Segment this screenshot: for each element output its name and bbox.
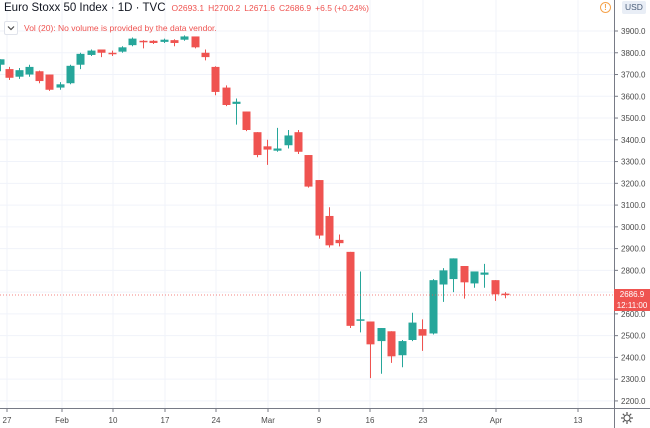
candle-down[interactable] (170, 40, 179, 43)
y-axis-label: 3800.0 (621, 49, 646, 58)
candle-down[interactable] (325, 215, 334, 246)
y-axis-label: 2400.0 (621, 353, 646, 362)
candle-down[interactable] (263, 146, 272, 150)
y-axis-label: 3400.0 (621, 136, 646, 145)
last-price-label: 2686.9 (614, 288, 650, 300)
x-axis-label: 24 (212, 416, 221, 425)
y-axis-label: 2300.0 (621, 375, 646, 384)
x-axis-label: Feb (55, 416, 69, 425)
candle-up[interactable] (118, 47, 127, 52)
x-axis-label: 13 (574, 416, 583, 425)
candle-up[interactable] (15, 70, 24, 77)
candle-down[interactable] (139, 40, 148, 43)
y-axis-label: 3500.0 (621, 114, 646, 123)
candle-up[interactable] (160, 39, 169, 42)
candle-down[interactable] (253, 132, 262, 156)
candle-up[interactable] (180, 36, 189, 40)
candle-down[interactable] (418, 329, 427, 336)
candle-down[interactable] (191, 36, 200, 48)
high-value: H2700.2 (208, 3, 241, 13)
candle-down[interactable] (242, 111, 251, 131)
candle-up[interactable] (284, 135, 293, 146)
y-axis-label: 3900.0 (621, 27, 646, 36)
candle-down[interactable] (304, 155, 313, 187)
open-value: O2693.1 (171, 3, 205, 13)
candle-up[interactable] (408, 322, 417, 340)
change-value: +6.5 (+0.24%) (315, 3, 370, 13)
x-axis-label: 17 (161, 416, 170, 425)
candle-down[interactable] (97, 49, 106, 53)
candle-up[interactable] (66, 65, 75, 84)
low-value: L2671.6 (244, 3, 275, 13)
candle-down[interactable] (346, 251, 355, 326)
candle-up[interactable] (76, 53, 85, 65)
chevron-down-icon (7, 26, 15, 31)
candle-down[interactable] (108, 52, 117, 55)
x-axis-label: 27 (3, 416, 12, 425)
candle-down[interactable] (222, 87, 231, 105)
candle-down[interactable] (45, 74, 54, 90)
candle-up[interactable] (356, 319, 365, 321)
y-axis-label: 3600.0 (621, 92, 646, 101)
candle-down[interactable] (315, 180, 324, 236)
candle-down[interactable] (335, 239, 344, 244)
candle-up[interactable] (87, 50, 96, 55)
symbol-title[interactable]: Euro Stoxx 50 Index · 1D · TVC (4, 2, 166, 14)
x-axis-label: 10 (109, 416, 118, 425)
candle-up[interactable] (480, 272, 489, 275)
candle-up[interactable] (398, 341, 407, 356)
candle-down[interactable] (491, 280, 500, 295)
candle-down[interactable] (35, 71, 44, 82)
bar-countdown-label: 12:11:00 (614, 299, 650, 311)
candle-down[interactable] (5, 69, 14, 78)
currency-badge[interactable]: USD (622, 1, 646, 14)
candle-down[interactable] (460, 266, 469, 283)
candle-down[interactable] (387, 331, 396, 357)
y-axis-label: 2800.0 (621, 266, 646, 275)
y-axis-label: 3000.0 (621, 223, 646, 232)
candle-up[interactable] (429, 280, 438, 334)
candle-down[interactable] (366, 321, 375, 345)
candle-down[interactable] (211, 66, 220, 92)
collapse-indicators-button[interactable] (4, 21, 18, 35)
candle-down[interactable] (501, 293, 510, 296)
y-axis-label: 2600.0 (621, 310, 646, 319)
candle-down[interactable] (149, 40, 158, 43)
warning-icon[interactable]: ! (600, 2, 611, 13)
volume-notice: Vol (20): No volume is provided by the d… (24, 23, 217, 33)
x-axis-label: 23 (419, 416, 428, 425)
candle-up[interactable] (25, 66, 34, 75)
ohlc-values: O2693.1 H2700.2 L2671.6 C2686.9 +6.5 (+0.24%… (172, 3, 374, 13)
y-axis-label: 2900.0 (621, 245, 646, 254)
x-axis-label: 9 (317, 416, 322, 425)
candle-up[interactable] (56, 84, 65, 88)
candle-up[interactable] (232, 101, 241, 104)
candle-up[interactable] (273, 148, 282, 151)
settings-gear-icon[interactable] (620, 411, 636, 425)
x-axis-label: Mar (261, 416, 275, 425)
close-value: C2686.9 (279, 3, 312, 13)
y-axis-label: 3700.0 (621, 71, 646, 80)
y-axis-label: 2500.0 (621, 332, 646, 341)
y-axis-label: 3200.0 (621, 179, 646, 188)
candle-up[interactable] (470, 271, 479, 284)
chart-legend: Euro Stoxx 50 Index · 1D · TVC O2693.1 H2… (4, 2, 373, 35)
candle-up[interactable] (439, 270, 448, 285)
y-axis-label: 2200.0 (621, 397, 646, 406)
x-axis-label: 16 (366, 416, 375, 425)
y-axis-label: 3100.0 (621, 201, 646, 210)
y-axis-label: 3300.0 (621, 158, 646, 167)
candle-up[interactable] (377, 328, 386, 342)
x-axis-label: Apr (490, 416, 503, 425)
candle-up[interactable] (0, 59, 5, 65)
candle-down[interactable] (294, 132, 303, 152)
candle-up[interactable] (128, 38, 137, 46)
candle-down[interactable] (201, 52, 210, 58)
candle-up[interactable] (449, 258, 458, 280)
